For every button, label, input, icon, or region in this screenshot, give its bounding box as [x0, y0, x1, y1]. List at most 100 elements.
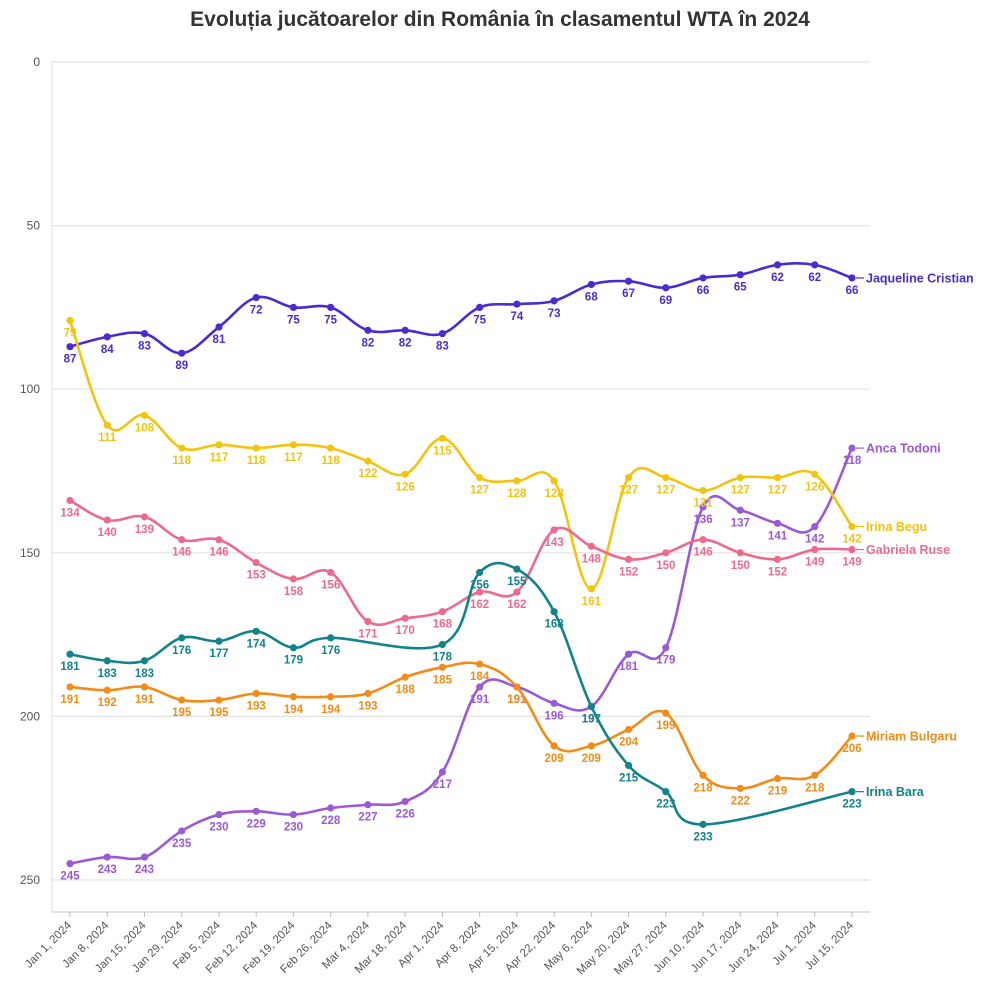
- series-label-anca-todoni: Anca Todoni: [866, 442, 941, 456]
- point-miriam-bulgaru: [178, 696, 186, 704]
- data-label-anca-todoni: 136: [693, 514, 712, 526]
- data-label-anca-todoni: 142: [805, 534, 824, 546]
- point-miriam-bulgaru: [327, 693, 335, 701]
- data-label-irina-begu: 117: [210, 452, 229, 464]
- data-label-jaqueline-cristian: 69: [659, 295, 672, 307]
- data-label-gabriela-ruse: 149: [842, 557, 861, 569]
- series-label-miriam-bulgaru: Miriam Bulgaru: [866, 730, 957, 744]
- point-irina-begu: [103, 421, 111, 429]
- data-label-gabriela-ruse: 168: [433, 619, 453, 631]
- point-jaqueline-cristian: [513, 300, 521, 308]
- point-irina-begu: [252, 444, 260, 452]
- point-miriam-bulgaru: [66, 683, 74, 691]
- point-irina-begu: [364, 457, 372, 465]
- point-gabriela-ruse: [215, 536, 223, 544]
- point-irina-bara: [662, 788, 670, 796]
- point-jaqueline-cristian: [66, 343, 74, 351]
- data-label-irina-begu: 108: [135, 422, 155, 434]
- grid-lines: [51, 61, 870, 913]
- point-anca-todoni: [252, 807, 260, 815]
- point-gabriela-ruse: [401, 614, 409, 622]
- data-label-irina-bara: 181: [60, 661, 80, 673]
- data-label-gabriela-ruse: 162: [470, 599, 489, 611]
- point-irina-bara: [215, 637, 223, 645]
- data-label-jaqueline-cristian: 74: [510, 311, 523, 323]
- series-label-irina-begu: Irina Begu: [866, 520, 927, 534]
- point-miriam-bulgaru: [513, 683, 521, 691]
- point-irina-begu: [662, 473, 670, 482]
- point-gabriela-ruse: [699, 536, 707, 544]
- series-name-labels: Jaqueline Cristian Anca Todoni Irina Begu G…: [856, 271, 974, 799]
- data-label-anca-todoni: 191: [507, 694, 527, 706]
- y-tick-label: 50: [27, 219, 41, 233]
- data-label-gabriela-ruse: 152: [619, 566, 638, 578]
- data-label-miriam-bulgaru: 188: [396, 684, 416, 696]
- point-gabriela-ruse: [848, 545, 856, 554]
- point-anca-todoni: [699, 503, 707, 511]
- data-label-anca-todoni: 235: [172, 838, 192, 850]
- data-label-miriam-bulgaru: 209: [582, 753, 601, 765]
- data-label-miriam-bulgaru: 206: [842, 743, 861, 755]
- point-miriam-bulgaru: [624, 725, 633, 734]
- point-gabriela-ruse: [550, 526, 558, 534]
- point-anca-todoni: [178, 827, 186, 835]
- point-irina-bara: [513, 565, 521, 573]
- y-tick-label: 100: [20, 382, 40, 396]
- y-tick-label: 150: [20, 546, 40, 560]
- data-label-irina-begu: 131: [693, 498, 713, 510]
- point-jaqueline-cristian: [662, 284, 670, 292]
- point-anca-todoni: [215, 810, 223, 819]
- point-gabriela-ruse: [178, 536, 186, 544]
- data-label-anca-todoni: 197: [582, 714, 601, 726]
- point-miriam-bulgaru: [103, 686, 111, 694]
- data-label-anca-todoni: 118: [843, 455, 862, 467]
- point-miriam-bulgaru: [699, 771, 707, 779]
- data-label-jaqueline-cristian: 75: [324, 314, 337, 326]
- point-anca-todoni: [476, 683, 484, 691]
- data-label-jaqueline-cristian: 73: [548, 308, 561, 320]
- series-label-jaqueline-cristian: Jaqueline Cristian: [866, 271, 974, 285]
- data-label-irina-begu: 122: [358, 468, 377, 480]
- data-label-anca-todoni: 226: [396, 808, 415, 820]
- data-label-jaqueline-cristian: 65: [734, 282, 747, 294]
- point-gabriela-ruse: [476, 588, 484, 596]
- data-labels: 87 84 83 89 81 72 75 75 82 82 83 75 74 73 68 67 69 66 65 62…: [60, 272, 861, 883]
- point-irina-bara: [699, 820, 707, 828]
- data-label-irina-begu: 115: [433, 445, 452, 457]
- point-irina-begu: [327, 444, 335, 452]
- point-jaqueline-cristian: [178, 349, 186, 357]
- series-points: [66, 261, 856, 868]
- data-label-jaqueline-cristian: 66: [697, 285, 710, 297]
- point-miriam-bulgaru: [438, 663, 446, 671]
- point-jaqueline-cristian: [476, 303, 484, 311]
- point-miriam-bulgaru: [587, 742, 595, 750]
- series-line-miriam-bulgaru: [68, 661, 854, 790]
- series-line-jaqueline-cristian: [68, 262, 854, 355]
- data-label-gabriela-ruse: 162: [507, 599, 526, 611]
- data-label-gabriela-ruse: 153: [247, 570, 266, 582]
- data-label-irina-bara: 197: [582, 714, 601, 726]
- data-label-gabriela-ruse: 150: [731, 560, 750, 572]
- data-label-miriam-bulgaru: 218: [805, 782, 825, 794]
- point-gabriela-ruse: [773, 555, 782, 563]
- data-label-gabriela-ruse: 140: [98, 527, 117, 539]
- data-label-anca-todoni: 228: [321, 815, 341, 827]
- data-label-miriam-bulgaru: 191: [60, 694, 80, 706]
- data-label-irina-begu: 128: [507, 488, 527, 500]
- data-label-irina-bara: 176: [321, 645, 340, 657]
- data-label-irina-bara: 215: [619, 772, 639, 784]
- data-label-irina-begu: 127: [470, 485, 489, 497]
- series-line-irina-begu: [68, 319, 854, 591]
- point-irina-begu: [66, 316, 74, 325]
- data-label-gabriela-ruse: 171: [358, 629, 378, 641]
- data-label-anca-todoni: 230: [284, 822, 303, 834]
- point-gabriela-ruse: [66, 496, 74, 505]
- data-label-irina-begu: 142: [842, 534, 861, 546]
- data-label-jaqueline-cristian: 81: [213, 334, 226, 346]
- data-label-jaqueline-cristian: 62: [771, 272, 784, 284]
- point-miriam-bulgaru: [848, 732, 856, 740]
- point-irina-bara: [624, 761, 633, 770]
- point-anca-todoni: [550, 699, 558, 707]
- data-label-irina-bara: 168: [545, 619, 565, 631]
